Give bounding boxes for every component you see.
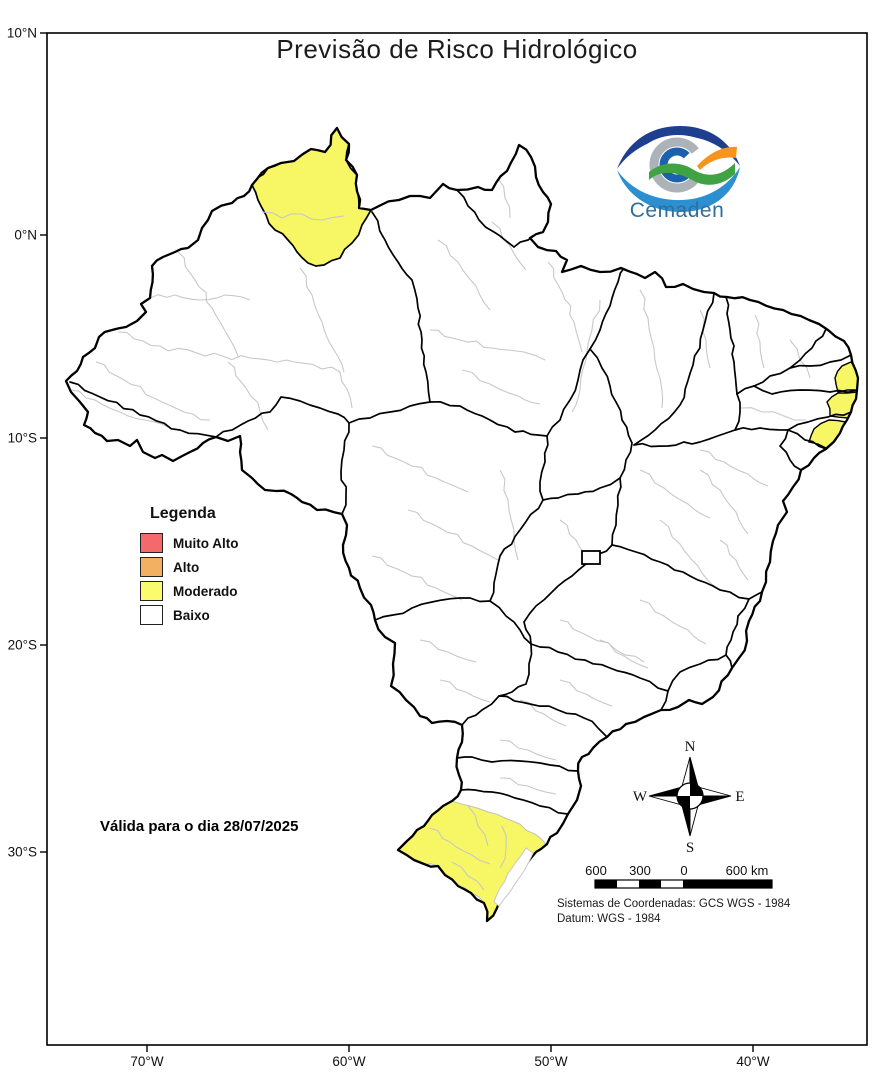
legend: Legenda Muito Alto Alto Moderado Baixo	[140, 505, 238, 629]
coordinate-system-info: Sistemas de Coordenadas: GCS WGS - 1984 …	[557, 897, 790, 926]
legend-item-alto: Alto	[140, 557, 238, 577]
scale-bar-segment	[639, 880, 661, 888]
compass-west-label: W	[633, 789, 648, 805]
compass-east-label: E	[735, 789, 744, 805]
validity-date-text: Válida para o dia 28/07/2025	[100, 818, 299, 835]
scale-bar-segment	[595, 880, 617, 888]
legend-item-moderado: Moderado	[140, 581, 238, 601]
legend-label: Baixo	[173, 607, 210, 623]
logo-upper-eyelid	[617, 126, 740, 169]
scale-bar-segment	[683, 880, 772, 888]
brazil-landmass	[66, 128, 858, 921]
legend-item-baixo: Baixo	[140, 605, 238, 625]
legend-label: Moderado	[173, 583, 238, 599]
longitude-tick-label: 60°W	[332, 1054, 365, 1069]
compass-north-label: N	[685, 739, 696, 755]
map-frame: 10°N 0°N 10°S 20°S 30°S 70°W 60°W 50°W 40°W	[7, 26, 868, 1069]
longitude-tick-label: 70°W	[130, 1054, 163, 1069]
state-boundaries	[69, 189, 858, 815]
legend-title: Legenda	[150, 505, 216, 522]
municipal-boundaries	[69, 177, 811, 891]
scale-bar-label: 600	[585, 863, 607, 878]
logo-orange-wave	[697, 146, 737, 170]
scale-bar: 600 300 0 600 km	[585, 863, 773, 889]
latitude-tick-label: 30°S	[8, 845, 37, 860]
distrito-federal-outline	[581, 550, 601, 565]
compass-rose-icon: N S W E	[633, 739, 745, 856]
latitude-tick-label: 10°S	[8, 431, 37, 446]
logo-green-wave	[649, 163, 735, 185]
legend-swatch-baixo	[140, 605, 163, 625]
scale-bar-label: 0	[680, 863, 687, 878]
longitude-tick-label: 50°W	[534, 1054, 567, 1069]
coastal-lagoon	[493, 847, 534, 907]
latitude-tick-label: 20°S	[8, 638, 37, 653]
legend-swatch-alto	[140, 557, 163, 577]
logo-lower-eyelid	[617, 167, 740, 213]
legend-swatch-moderado	[140, 581, 163, 601]
cemaden-logo-icon: Cemaden	[617, 126, 740, 222]
scale-bar-label: 300	[629, 863, 651, 878]
datum-line: Datum: WGS - 1984	[557, 912, 661, 925]
legend-label: Muito Alto	[173, 535, 239, 551]
compass-south-label: S	[686, 840, 694, 856]
country-outline	[64, 126, 860, 923]
frame-border	[46, 32, 868, 1046]
longitude-tick-label: 40°W	[736, 1054, 769, 1069]
logo-gray-ring	[649, 137, 705, 193]
latitude-tick-label: 0°N	[14, 228, 37, 243]
coordinate-system-line: Sistemas de Coordenadas: GCS WGS - 1984	[557, 898, 791, 910]
legend-label: Alto	[173, 559, 200, 575]
legend-item-muito-alto: Muito Alto	[140, 533, 238, 553]
legend-swatch-muito-alto	[140, 533, 163, 553]
page-title: Previsão de Risco Hidrológico	[276, 34, 638, 64]
logo-wordmark: Cemaden	[630, 199, 725, 222]
scale-bar-label: 600 km	[726, 863, 769, 878]
latitude-tick-label: 10°N	[7, 26, 37, 41]
